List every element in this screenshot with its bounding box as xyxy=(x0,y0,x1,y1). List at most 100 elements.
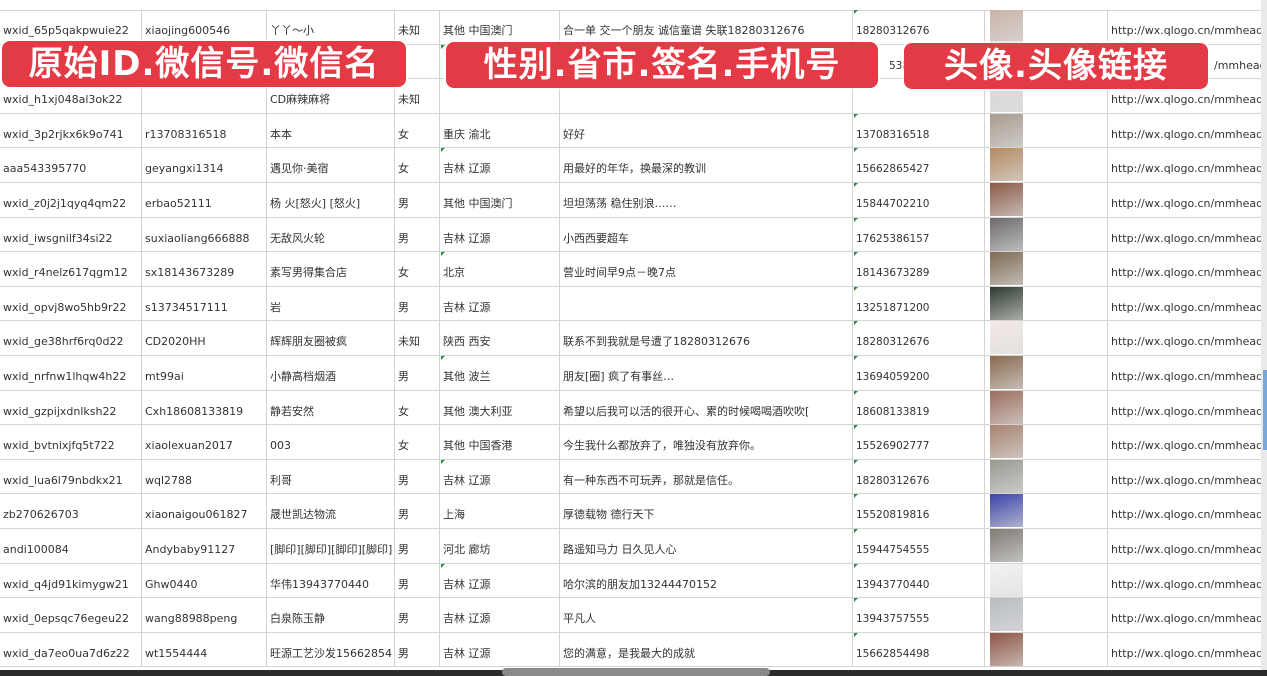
cell-signature[interactable]: 小西西要超车 xyxy=(560,217,853,252)
cell-avatar[interactable] xyxy=(985,425,1108,459)
cell-gender[interactable]: 男 xyxy=(395,529,440,563)
cell-wechat[interactable]: xiaojing600546 xyxy=(142,10,267,44)
cell-url[interactable]: http://wx.qlogo.cn/mmhead xyxy=(1108,598,1267,632)
cell-avatar[interactable] xyxy=(985,390,1108,425)
cell-avatar[interactable] xyxy=(985,529,1108,563)
cell-id[interactable]: wxid_3p2rjkx6k9o741 xyxy=(0,113,142,148)
cell-url[interactable]: http://wx.qlogo.cn/mmhead xyxy=(1108,356,1267,390)
cell-wechat[interactable]: wang88988peng xyxy=(142,598,267,632)
cell-wechat[interactable]: Ghw0440 xyxy=(142,563,267,598)
cell-url[interactable]: http://wx.qlogo.cn/mmhead xyxy=(1108,390,1267,425)
cell-id[interactable]: wxid_da7eo0ua7d6z22 xyxy=(0,632,142,667)
cell-signature[interactable]: 今生我什么都放弃了，唯独没有放弃你。 xyxy=(560,425,853,459)
vertical-scrollbar[interactable] xyxy=(1261,0,1267,672)
cell-gender[interactable]: 女 xyxy=(395,425,440,459)
cell-name[interactable]: 岩 xyxy=(267,286,395,321)
cell-avatar[interactable] xyxy=(985,252,1108,286)
cell-wechat[interactable]: wql2788 xyxy=(142,459,267,494)
cell-url[interactable]: http://wx.qlogo.cn/mmhead xyxy=(1108,425,1267,459)
cell-gender[interactable]: 未知 xyxy=(395,10,440,44)
cell-signature[interactable]: 用最好的年华，换最深的教训 xyxy=(560,148,853,182)
cell-phone[interactable]: 15662854498 xyxy=(853,632,985,667)
cell-gender[interactable]: 男 xyxy=(395,632,440,667)
cell-region[interactable]: 其他 中国澳门 xyxy=(440,183,560,217)
cell-id[interactable]: wxid_r4nelz617qgm12 xyxy=(0,252,142,286)
cell-id[interactable]: wxid_nrfnw1lhqw4h22 xyxy=(0,356,142,390)
cell-gender[interactable]: 女 xyxy=(395,390,440,425)
cell-signature[interactable]: 您的满意，是我最大的成就 xyxy=(560,632,853,667)
cell-signature[interactable]: 平凡人 xyxy=(560,598,853,632)
cell-url[interactable]: http://wx.qlogo.cn/mmhead xyxy=(1108,286,1267,321)
cell-signature[interactable]: 希望以后我可以活的很开心、累的时候喝喝酒吹吹[ xyxy=(560,390,853,425)
cell-gender[interactable]: 男 xyxy=(395,459,440,494)
cell-id[interactable]: wxid_gzpijxdnlksh22 xyxy=(0,390,142,425)
cell-signature[interactable]: 有一种东西不可玩弄，那就是信任。 xyxy=(560,459,853,494)
cell-url[interactable]: http://wx.qlogo.cn/mmhead xyxy=(1108,494,1267,528)
cell-name[interactable]: [脚印][脚印][脚印][脚印] xyxy=(267,529,395,563)
cell-region[interactable]: 重庆 渝北 xyxy=(440,113,560,148)
cell-phone[interactable]: 18143673289 xyxy=(853,252,985,286)
cell-region[interactable]: 其他 波兰 xyxy=(440,356,560,390)
cell-wechat[interactable]: wt1554444 xyxy=(142,632,267,667)
cell-avatar[interactable] xyxy=(985,286,1108,321)
cell-phone[interactable]: 17625386157 xyxy=(853,217,985,252)
cell-gender[interactable]: 男 xyxy=(395,217,440,252)
cell-avatar[interactable] xyxy=(985,113,1108,148)
cell-id[interactable]: wxid_h1xj048al3ok22 xyxy=(0,79,142,113)
cell-signature[interactable]: 营业时间早9点－晚7点 xyxy=(560,252,853,286)
cell-avatar[interactable] xyxy=(985,10,1108,44)
cell-gender[interactable]: 未知 xyxy=(395,79,440,113)
cell-avatar[interactable] xyxy=(985,632,1108,667)
cell-phone[interactable]: 18280312676 xyxy=(853,321,985,355)
cell-url[interactable]: http://wx.qlogo.cn/mmhead xyxy=(1108,563,1267,598)
cell-region[interactable]: 吉林 辽源 xyxy=(440,632,560,667)
cell-phone[interactable]: 15662865427 xyxy=(853,148,985,182)
cell-signature[interactable]: 好好 xyxy=(560,113,853,148)
cell-gender[interactable]: 男 xyxy=(395,183,440,217)
cell-signature[interactable]: 朋友[圈] 疯了有事丝… xyxy=(560,356,853,390)
cell-region[interactable]: 其他 中国香港 xyxy=(440,425,560,459)
cell-url[interactable]: http://wx.qlogo.cn/mmhead xyxy=(1108,529,1267,563)
cell-gender[interactable]: 女 xyxy=(395,252,440,286)
cell-id[interactable]: aaa543395770 xyxy=(0,148,142,182)
cell-wechat[interactable]: xiaonaigou061827 xyxy=(142,494,267,528)
cell-avatar[interactable] xyxy=(985,321,1108,355)
cell-id[interactable]: wxid_iwsgnilf34si22 xyxy=(0,217,142,252)
cell-id[interactable]: wxid_z0j2j1qyq4qm22 xyxy=(0,183,142,217)
cell-gender[interactable]: 女 xyxy=(395,148,440,182)
cell-signature[interactable]: 哈尔滨的朋友加13244470152 xyxy=(560,563,853,598)
cell-name[interactable]: 利哥 xyxy=(267,459,395,494)
cell-name[interactable]: 丫丫～小 xyxy=(267,10,395,44)
cell-name[interactable]: 003 xyxy=(267,425,395,459)
cell-name[interactable]: 杨 火[怒火] [怒火] xyxy=(267,183,395,217)
cell-name[interactable]: 晟世凯达物流 xyxy=(267,494,395,528)
cell-avatar[interactable] xyxy=(985,563,1108,598)
cell-phone[interactable]: 18608133819 xyxy=(853,390,985,425)
cell-avatar[interactable] xyxy=(985,494,1108,528)
cell-name[interactable]: 本本 xyxy=(267,113,395,148)
cell-wechat[interactable]: sx18143673289 xyxy=(142,252,267,286)
cell-name[interactable]: 白泉陈玉静 xyxy=(267,598,395,632)
cell-name[interactable]: 小静高档烟酒 xyxy=(267,356,395,390)
cell-wechat[interactable]: s13734517111 xyxy=(142,286,267,321)
cell-name[interactable]: 旺源工艺沙发15662854 xyxy=(267,632,395,667)
cell-url[interactable]: http://wx.qlogo.cn/mmhead xyxy=(1108,252,1267,286)
cell-id[interactable]: andi100084 xyxy=(0,529,142,563)
cell-signature[interactable]: 路遥知马力 日久见人心 xyxy=(560,529,853,563)
cell-phone[interactable]: 18280312676 xyxy=(853,459,985,494)
cell-signature[interactable]: 厚德载物 德行天下 xyxy=(560,494,853,528)
cell-gender[interactable]: 男 xyxy=(395,356,440,390)
cell-region[interactable]: 吉林 辽源 xyxy=(440,459,560,494)
cell-signature[interactable] xyxy=(560,286,853,321)
cell-url[interactable]: http://wx.qlogo.cn/mmhead xyxy=(1108,148,1267,182)
cell-name[interactable]: 静若安然 xyxy=(267,390,395,425)
cell-signature[interactable] xyxy=(560,79,853,113)
cell-avatar[interactable] xyxy=(985,183,1108,217)
cell-id[interactable]: wxid_ge38hrf6rq0d22 xyxy=(0,321,142,355)
cell-gender[interactable]: 男 xyxy=(395,598,440,632)
cell-gender[interactable]: 女 xyxy=(395,113,440,148)
cell-avatar[interactable] xyxy=(985,356,1108,390)
cell-phone[interactable]: 13708316518 xyxy=(853,113,985,148)
cell-name[interactable]: 辉辉朋友圈被疯 xyxy=(267,321,395,355)
cell-wechat[interactable]: mt99ai xyxy=(142,356,267,390)
